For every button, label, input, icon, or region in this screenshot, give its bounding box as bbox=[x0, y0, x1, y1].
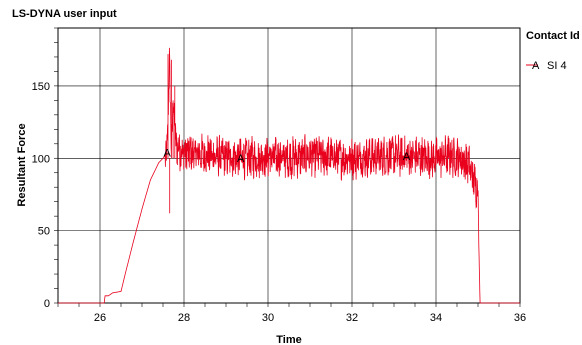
y-tick-label: 100 bbox=[32, 153, 50, 165]
x-ticks: 26 28 30 32 34 36 bbox=[57, 303, 526, 324]
x-tick-label: 36 bbox=[514, 312, 526, 324]
legend-marker-letter: A bbox=[532, 60, 540, 72]
y-tick-label: 0 bbox=[44, 298, 50, 310]
series-marker: A bbox=[237, 153, 245, 165]
y-axis-label: Resultant Force bbox=[16, 123, 28, 206]
x-tick-label: 34 bbox=[430, 312, 442, 324]
x-tick-label: 30 bbox=[262, 312, 274, 324]
series-line-si-4 bbox=[58, 47, 520, 304]
x-axis-label: Time bbox=[276, 334, 301, 345]
y-tick-label: 150 bbox=[32, 81, 50, 93]
series-marker: A bbox=[164, 147, 172, 159]
y-tick-label: 50 bbox=[38, 226, 50, 238]
legend: Contact Id A SI 4 bbox=[526, 30, 580, 72]
legend-entry-label: SI 4 bbox=[547, 60, 567, 72]
y-ticks: 0 50 100 150 bbox=[32, 27, 58, 310]
x-tick-label: 28 bbox=[178, 312, 190, 324]
x-tick-label: 26 bbox=[94, 312, 106, 324]
chart-title: LS-DYNA user input bbox=[12, 8, 117, 20]
legend-title: Contact Id bbox=[526, 30, 580, 42]
x-tick-label: 32 bbox=[346, 312, 358, 324]
series-marker: A bbox=[403, 151, 411, 163]
